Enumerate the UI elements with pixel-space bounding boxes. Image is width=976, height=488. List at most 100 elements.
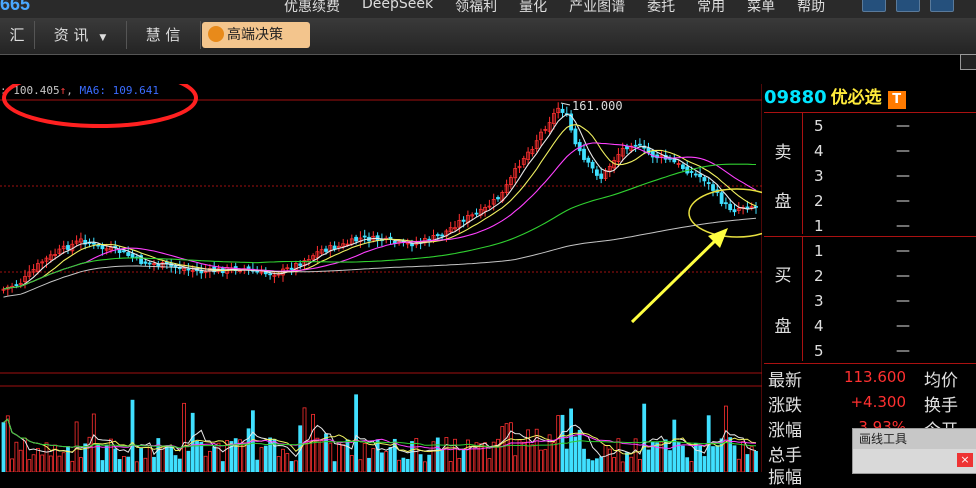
minimize-icon[interactable] bbox=[862, 0, 886, 12]
trade-badge[interactable]: T bbox=[887, 91, 906, 109]
up-arrow-icon: ↑ bbox=[59, 84, 67, 97]
volume-bar bbox=[293, 460, 298, 472]
volume-bar bbox=[638, 458, 642, 472]
menu-item-benefits[interactable]: 领福利 bbox=[455, 0, 498, 15]
volume-bar bbox=[156, 438, 161, 472]
volume-bar bbox=[655, 442, 659, 472]
volume-bar bbox=[375, 439, 380, 472]
menu-item-common[interactable]: 常用 bbox=[697, 0, 726, 15]
volume-bar bbox=[590, 460, 595, 472]
tab-huixin[interactable]: 慧 信 bbox=[126, 21, 201, 49]
volume-bar bbox=[745, 454, 750, 472]
volume-bar bbox=[526, 429, 530, 472]
volume-bar bbox=[732, 445, 737, 472]
candle-body bbox=[48, 254, 53, 261]
volume-bar bbox=[384, 451, 389, 472]
candle-body bbox=[143, 261, 148, 264]
volume-bar bbox=[457, 458, 462, 472]
volume-bar bbox=[595, 458, 599, 472]
sell-level-1: 1 bbox=[814, 217, 824, 235]
volume-bar bbox=[302, 407, 307, 472]
amplitude-label: 振幅 bbox=[768, 468, 802, 488]
candle-body bbox=[190, 270, 195, 272]
candle-body bbox=[483, 206, 488, 212]
change-label: 涨跌 bbox=[768, 396, 802, 416]
volume-bar bbox=[229, 441, 234, 472]
volume-bar bbox=[212, 446, 217, 472]
close-window-icon[interactable] bbox=[930, 0, 954, 12]
kline-chart[interactable]: 161.000 bbox=[0, 84, 762, 472]
candle-body bbox=[14, 284, 19, 287]
volume-bar bbox=[681, 445, 685, 472]
menu-item-industry-map[interactable]: 产业图谱 bbox=[569, 0, 626, 15]
candle-body bbox=[530, 148, 535, 155]
candle-body bbox=[285, 267, 290, 270]
volume-bar bbox=[633, 438, 638, 472]
panel-toggle-icon[interactable] bbox=[960, 54, 976, 70]
candle-body bbox=[487, 205, 492, 208]
volume-bar bbox=[676, 441, 681, 472]
volume-bar bbox=[448, 461, 453, 472]
volume-bar bbox=[478, 443, 483, 472]
volume-ma-line-40 bbox=[3, 418, 757, 449]
candle-body bbox=[676, 163, 681, 165]
sell-4-price: — bbox=[896, 143, 910, 159]
volume-bar bbox=[70, 460, 75, 472]
volume-bar bbox=[422, 461, 427, 472]
candle-body bbox=[749, 206, 754, 209]
volume-bar bbox=[61, 452, 66, 472]
volume-bar bbox=[582, 448, 586, 472]
menu-item-renew[interactable]: 优惠续费 bbox=[284, 0, 340, 15]
volume-bar bbox=[543, 449, 548, 472]
candle-body bbox=[698, 173, 702, 178]
volume-bar bbox=[27, 459, 32, 472]
sell-level-5: 5 bbox=[814, 117, 824, 135]
candle-body bbox=[470, 214, 475, 217]
high-end-decision-label: 高端决策 bbox=[227, 27, 283, 43]
candle-body bbox=[543, 128, 548, 131]
candle-body bbox=[625, 145, 629, 150]
high-end-decision-button[interactable]: 高端决策 bbox=[202, 22, 310, 48]
candle-body bbox=[526, 151, 530, 160]
candle-body bbox=[638, 143, 642, 146]
candle-body bbox=[556, 107, 561, 114]
volume-bar bbox=[724, 405, 728, 472]
candle-body bbox=[147, 262, 152, 265]
candle-body bbox=[461, 219, 466, 222]
tab-news[interactable]: 资 讯 ▼ bbox=[34, 21, 127, 49]
maximize-icon[interactable] bbox=[896, 0, 920, 12]
drawing-tool-title: 画线工具 bbox=[853, 429, 976, 449]
volume-bar bbox=[285, 453, 290, 472]
menu-item-order[interactable]: 委托 bbox=[647, 0, 676, 15]
sell-side-label: 卖 盘 bbox=[764, 112, 803, 234]
volume-bar bbox=[177, 458, 182, 472]
drawing-tool-window[interactable]: 画线工具 × bbox=[852, 428, 976, 474]
volume-bar bbox=[719, 438, 724, 472]
volume-bar bbox=[715, 445, 720, 472]
candle-body bbox=[122, 250, 126, 253]
ma-line-60 bbox=[3, 163, 757, 290]
volume-bar bbox=[36, 447, 40, 472]
menu-item-menu[interactable]: 菜单 bbox=[747, 0, 776, 15]
candle-body bbox=[732, 209, 737, 213]
candle-body bbox=[569, 113, 573, 131]
tab-huihui[interactable]: 汇 bbox=[0, 21, 35, 49]
volume-bar bbox=[603, 445, 608, 472]
candle-body bbox=[689, 171, 694, 173]
buy-label-1: 买 bbox=[774, 266, 792, 286]
volume-bar bbox=[754, 450, 758, 472]
volume-bar bbox=[169, 446, 174, 472]
volume-bar bbox=[749, 446, 754, 472]
volume-bar bbox=[143, 457, 148, 472]
menu-item-quant[interactable]: 量化 bbox=[519, 0, 548, 15]
volume-bar bbox=[117, 459, 122, 472]
latest-value: 113.600 bbox=[843, 368, 906, 386]
menu-item-help[interactable]: 帮助 bbox=[797, 0, 826, 15]
buy-level-5: 5 bbox=[814, 342, 824, 360]
buy-label-2: 盘 bbox=[774, 317, 792, 337]
menu-item-deepseek[interactable]: DeepSeek bbox=[362, 0, 434, 12]
close-icon[interactable]: × bbox=[957, 453, 973, 467]
volume-bar bbox=[113, 448, 118, 472]
avg-price-label: 均价 bbox=[924, 371, 958, 391]
pct-change-label: 涨幅 bbox=[768, 421, 802, 441]
